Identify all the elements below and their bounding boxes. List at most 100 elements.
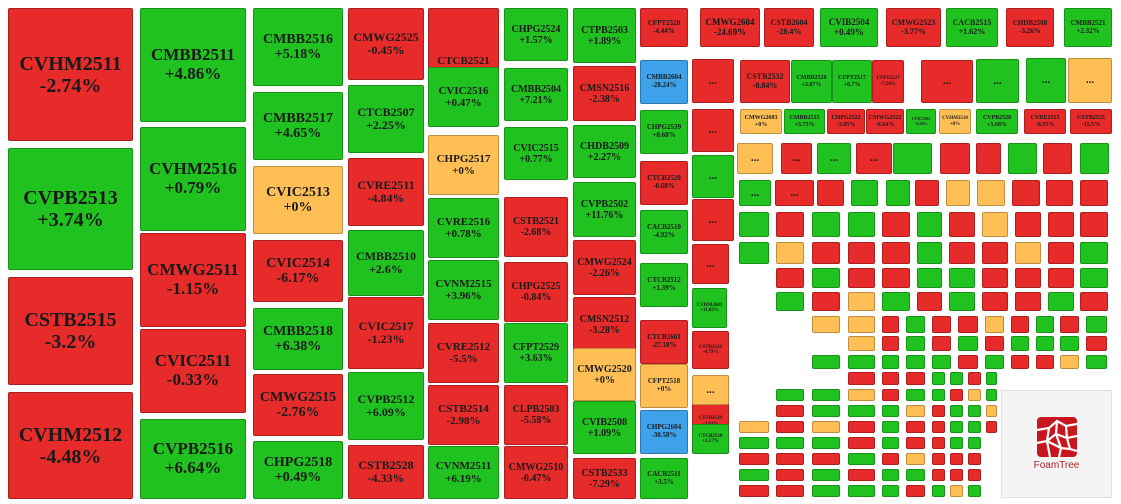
treemap-cell-small[interactable]: [882, 355, 899, 369]
treemap-cell[interactable]: CVHM2512 -4.48%: [8, 392, 133, 499]
treemap-cell-small[interactable]: [968, 389, 981, 401]
treemap-cell[interactable]: CVIC2514 -6.17%: [253, 240, 343, 302]
treemap-cell-small[interactable]: [1012, 180, 1040, 206]
treemap-cell-small[interactable]: [882, 212, 910, 237]
treemap-cell-small[interactable]: [982, 242, 1008, 264]
treemap-cell-collapsed[interactable]: ...: [692, 244, 729, 284]
treemap-cell-small[interactable]: [739, 453, 769, 465]
treemap-cell-collapsed[interactable]: ...: [692, 155, 734, 198]
treemap-cell[interactable]: CVNM2515 +3.96%: [428, 260, 499, 320]
treemap-cell-collapsed[interactable]: ...: [692, 375, 729, 405]
treemap-cell[interactable]: CSTB2533 -7.29%: [573, 458, 636, 499]
treemap-cell[interactable]: CVIC2511 -0.33%: [140, 329, 246, 413]
treemap-cell-small[interactable]: [950, 469, 963, 481]
treemap-cell-collapsed[interactable]: ...: [817, 143, 851, 174]
treemap-cell[interactable]: CMBB2504 +7.21%: [504, 68, 568, 121]
treemap-cell[interactable]: CMWG2604 -24.69%: [700, 8, 760, 47]
treemap-cell-small[interactable]: [882, 485, 899, 497]
treemap-cell-small[interactable]: [946, 180, 970, 206]
treemap-cell[interactable]: CVIB2504 +0.49%: [820, 8, 878, 47]
treemap-cell[interactable]: CSTB2528 -4.33%: [348, 445, 424, 499]
treemap-cell[interactable]: CMWG2510 -0.47%: [504, 446, 568, 499]
treemap-cell-small[interactable]: [848, 485, 875, 497]
treemap-cell-small[interactable]: [812, 469, 840, 481]
treemap-cell-small[interactable]: [906, 485, 925, 497]
treemap-cell-small[interactable]: [968, 485, 981, 497]
treemap-cell-small[interactable]: [776, 268, 804, 288]
treemap-cell-small[interactable]: [950, 453, 963, 465]
treemap-cell-small[interactable]: [932, 336, 951, 351]
treemap-cell-small[interactable]: [906, 336, 925, 351]
treemap-cell[interactable]: CFPT2518 +0%: [640, 364, 688, 408]
treemap-cell-collapsed[interactable]: ...: [739, 180, 771, 206]
treemap-cell-small[interactable]: [982, 292, 1008, 311]
treemap-cell[interactable]: CLPB2503 -5.58%: [504, 385, 568, 445]
treemap-cell[interactable]: CHPG2604 -30.58%: [640, 410, 688, 454]
treemap-cell-small[interactable]: [848, 336, 875, 351]
treemap-cell-small[interactable]: [739, 212, 769, 237]
treemap-cell-small[interactable]: [776, 437, 804, 449]
treemap-cell[interactable]: CTPB2503 +1.89%: [573, 8, 636, 63]
treemap-cell-small[interactable]: [1080, 242, 1108, 264]
treemap-cell-small[interactable]: [1048, 292, 1074, 311]
treemap-cell-small[interactable]: [1036, 336, 1054, 351]
treemap-cell-small[interactable]: [985, 316, 1004, 333]
treemap-cell-collapsed[interactable]: ...: [775, 180, 814, 206]
treemap-cell-small[interactable]: [848, 469, 875, 481]
treemap-cell-small[interactable]: [958, 336, 978, 351]
treemap-cell-small[interactable]: [817, 180, 844, 206]
treemap-cell-small[interactable]: [968, 405, 981, 417]
treemap-cell-small[interactable]: [1060, 316, 1079, 333]
treemap-cell-small[interactable]: [982, 268, 1008, 288]
treemap-cell[interactable]: CMWG2603 +0%: [740, 109, 782, 134]
treemap-cell-small[interactable]: [906, 316, 925, 333]
treemap-cell-small[interactable]: [776, 212, 804, 237]
treemap-cell[interactable]: CMBB2510 +2.6%: [348, 230, 424, 296]
treemap-cell-small[interactable]: [906, 469, 925, 481]
treemap-cell-small[interactable]: [968, 453, 981, 465]
treemap-cell[interactable]: CMWG2524 -2.26%: [573, 240, 636, 295]
treemap-cell-small[interactable]: [932, 355, 951, 369]
treemap-cell[interactable]: CVHM2518 +0%: [939, 109, 971, 134]
treemap-cell-small[interactable]: [986, 421, 997, 433]
treemap-cell-small[interactable]: [1086, 316, 1107, 333]
treemap-cell-small[interactable]: [906, 389, 925, 401]
treemap-cell[interactable]: CMBB2511 +4.86%: [140, 8, 246, 122]
treemap-cell-small[interactable]: [906, 421, 925, 433]
treemap-cell-small[interactable]: [812, 268, 840, 288]
treemap-cell-small[interactable]: [932, 437, 945, 449]
treemap-cell[interactable]: CHPG2524 +1.57%: [504, 8, 568, 61]
treemap-cell[interactable]: CMWG2522 -6.64%: [866, 109, 904, 134]
treemap-cell[interactable]: CACB2515 +1.62%: [946, 8, 998, 47]
treemap-cell-small[interactable]: [917, 268, 942, 288]
treemap-cell-collapsed[interactable]: ...: [737, 143, 773, 174]
treemap-cell-small[interactable]: [739, 242, 769, 264]
treemap-cell-small[interactable]: [958, 316, 978, 333]
treemap-cell-collapsed[interactable]: ...: [692, 109, 734, 152]
treemap-cell[interactable]: CMBB2518 +6.38%: [253, 308, 343, 370]
treemap-cell-small[interactable]: [851, 180, 878, 206]
treemap-cell[interactable]: CTCB2601 -27.18%: [640, 320, 688, 364]
treemap-cell-collapsed[interactable]: ...: [921, 60, 973, 103]
treemap-cell[interactable]: CHPG2522 -3.85%: [827, 109, 865, 134]
treemap-cell-small[interactable]: [739, 469, 769, 481]
treemap-cell-small[interactable]: [949, 242, 975, 264]
treemap-cell[interactable]: CVRE2516 +0.78%: [428, 198, 499, 258]
treemap-cell-small[interactable]: [917, 242, 942, 264]
treemap-cell[interactable]: CMSN2516 -2.38%: [573, 66, 636, 121]
treemap-cell-small[interactable]: [848, 316, 875, 333]
treemap-cell[interactable]: CVHM2516 +0.79%: [140, 127, 246, 231]
treemap-cell-small[interactable]: [812, 355, 840, 369]
treemap-cell[interactable]: CHPG2525 -0.84%: [504, 262, 568, 322]
treemap-cell[interactable]: CFPT2527 -7.54%: [872, 60, 904, 103]
treemap-cell-small[interactable]: [968, 437, 981, 449]
treemap-cell-small[interactable]: [1015, 268, 1041, 288]
treemap-cell-small[interactable]: [1011, 336, 1029, 351]
treemap-cell-small[interactable]: [848, 389, 875, 401]
treemap-cell-small[interactable]: [848, 355, 875, 369]
treemap-cell-small[interactable]: [882, 405, 899, 417]
treemap-cell-small[interactable]: [985, 355, 1004, 369]
treemap-cell-small[interactable]: [968, 469, 981, 481]
treemap-cell[interactable]: CMBB2520 +2.07%: [791, 60, 832, 103]
